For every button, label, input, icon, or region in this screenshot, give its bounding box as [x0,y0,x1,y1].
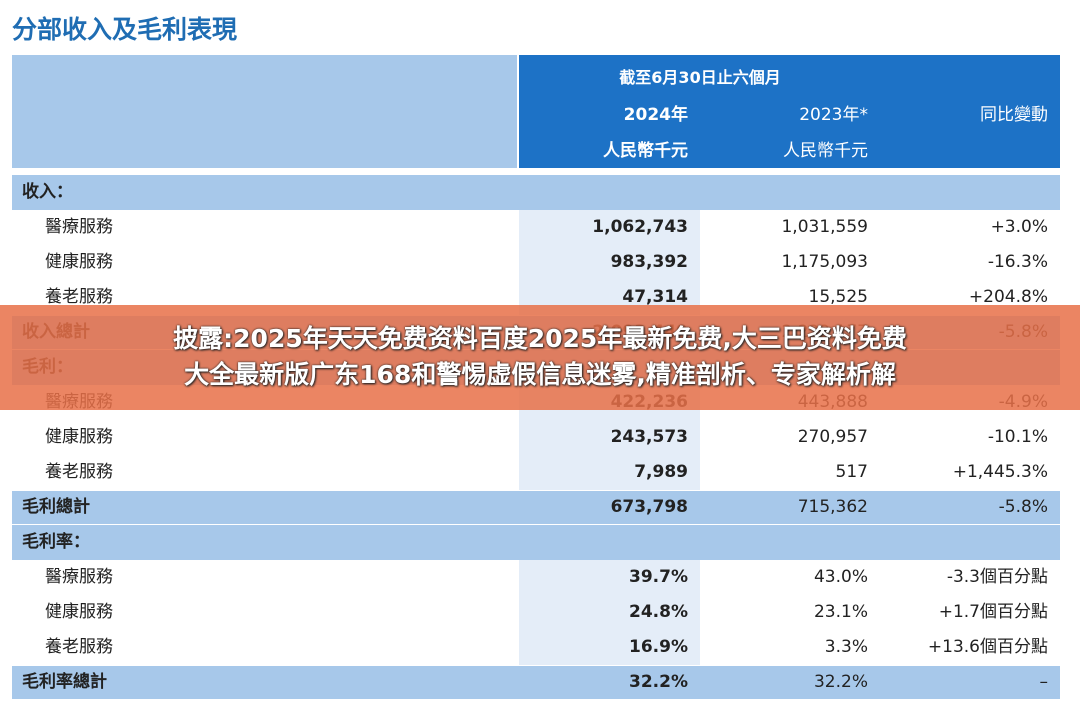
section-title: 收入： [22,182,73,202]
col-tint [519,630,700,665]
value-2024: 16.9% [629,637,688,657]
title: 分部收入及毛利表現 [12,15,238,44]
value-2023: 517 [835,462,868,482]
total-bg [12,666,1060,699]
col-tint [519,560,700,595]
value-change: +1.7個百分點 [938,602,1048,622]
overlay-banner: 披露:2025年天天免费资料百度2025年最新免费,大三巴资料免费 大全最新版广… [0,305,1080,410]
total-label: 毛利總計 [22,497,90,517]
overlay-line: 披露:2025年天天免费资料百度2025年最新免费,大三巴资料免费 [173,324,907,353]
value-change: -16.3% [987,252,1048,272]
value-2024: 1,062,743 [592,217,688,237]
value-2024: 24.8% [629,602,688,622]
row-label: 健康服務 [45,252,113,272]
col-tint [519,245,700,280]
row-label: 醫療服務 [45,567,113,587]
value-change: +1,445.3% [952,462,1048,482]
value-2023: 15,525 [808,287,868,307]
value-change: -3.3個百分點 [946,567,1048,587]
value-2023: 715,362 [797,497,868,517]
value-2024: 39.7% [629,567,688,587]
row-label: 醫療服務 [45,217,113,237]
total-label: 毛利率總計 [22,672,107,692]
row-label: 養老服務 [45,287,113,307]
section-bg [12,525,1060,560]
value-change: +3.0% [990,217,1048,237]
col-tint [519,595,700,630]
row-label: 養老服務 [45,462,113,482]
section-bg [12,175,1060,210]
value-2023: 23.1% [813,602,868,622]
unit-2024: 人民幣千元 [603,141,688,161]
section-title: 毛利率： [22,532,90,552]
value-change: +13.6個百分點 [927,637,1048,657]
col-change: 同比變動 [980,105,1048,125]
value-2024: 47,314 [622,287,688,307]
total-bg [12,491,1060,524]
unit-2023: 人民幣千元 [783,141,868,161]
value-2023: 1,031,559 [781,217,868,237]
value-change: – [1039,672,1049,692]
row-label: 健康服務 [45,602,113,622]
value-change: -5.8% [998,497,1048,517]
col-2023: 2023年* [799,105,868,125]
value-2024: 983,392 [610,252,688,272]
value-2023: 270,957 [797,427,868,447]
value-2024: 32.2% [629,672,688,692]
header-left [12,55,517,168]
col-tint [519,455,700,490]
value-2023: 1,175,093 [781,252,868,272]
header-right [519,55,1060,168]
col-2024: 2024年 [623,105,688,125]
value-change: +204.8% [968,287,1048,307]
overlay-line: 大全最新版广东168和警惕虚假信息迷雾,精准剖析、专家解析解 [184,360,896,389]
value-2024: 243,573 [610,427,688,447]
value-change: -10.1% [987,427,1048,447]
value-2023: 32.2% [813,672,868,692]
col-tint [519,420,700,455]
value-2023: 43.0% [813,567,868,587]
value-2024: 7,989 [634,462,688,482]
value-2024: 673,798 [610,497,688,517]
row-label: 健康服務 [45,427,113,447]
row-label: 養老服務 [45,637,113,657]
value-2023: 3.3% [824,637,868,657]
col-tint [519,210,700,245]
period: 截至6月30日止六個月 [619,68,781,87]
